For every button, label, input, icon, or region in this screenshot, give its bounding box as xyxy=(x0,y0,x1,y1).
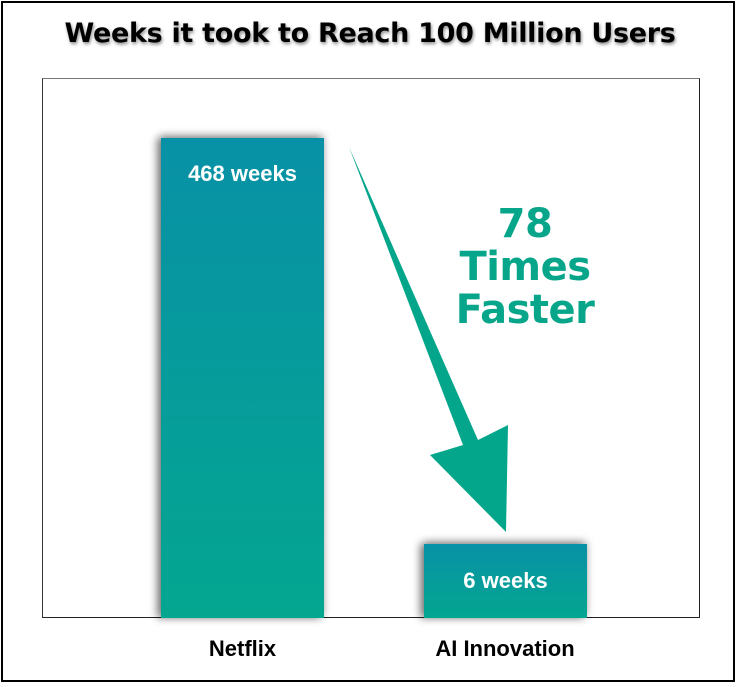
annotation-line-3: Faster xyxy=(455,287,595,333)
chart-title: Weeks it took to Reach 100 Million Users xyxy=(64,18,676,49)
category-label-netflix: Netflix xyxy=(208,636,277,661)
bar-ai-innovation: 6 weeks xyxy=(424,544,587,618)
annotation-line-2: Times xyxy=(459,244,591,290)
bar-ai-innovation-label: 6 weeks xyxy=(463,568,548,593)
annotation-line-1: 78 xyxy=(497,201,553,247)
category-label-ai-innovation: AI Innovation xyxy=(435,636,575,661)
annotation-text: 78 Times Faster xyxy=(440,203,610,332)
plot-area xyxy=(42,78,700,618)
bar-netflix: 468 weeks xyxy=(161,138,324,618)
bar-netflix-label: 468 weeks xyxy=(188,161,297,186)
